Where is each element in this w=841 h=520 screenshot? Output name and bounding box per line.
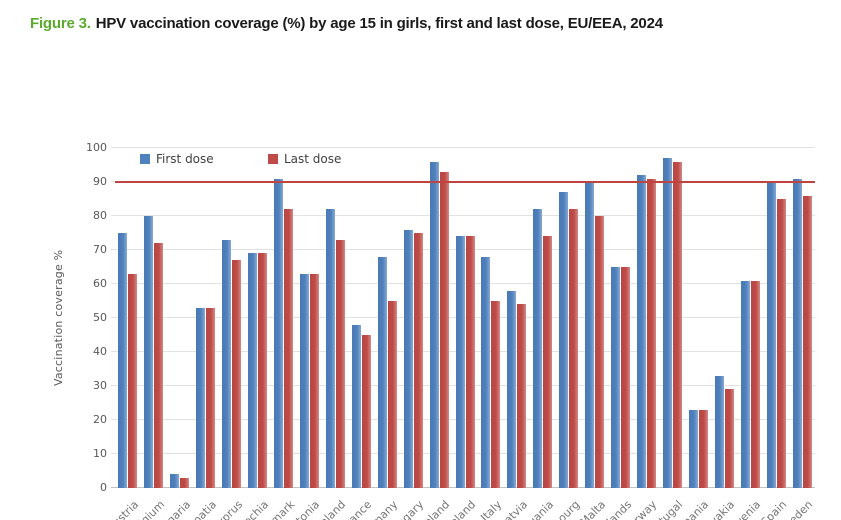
x-axis-category-labels: Austria Belgium Bulgaria Croatia Cyprus Czech… <box>104 490 815 520</box>
bar-first-dose-estonia <box>299 273 309 488</box>
bar-first-dose-cyprus <box>222 239 232 488</box>
bar-chart: Vaccination coverage % 0 10 20 30 40 50 60 70 80… <box>0 60 841 520</box>
legend-item-first-dose: First dose <box>140 152 214 166</box>
bar-first-dose-malta <box>585 182 595 488</box>
y-axis-tick-labels: 0 10 20 30 40 50 60 70 80 90 100 <box>0 141 107 494</box>
bar-last-dose-czechia <box>258 253 268 488</box>
bar-last-dose-italy <box>491 301 501 488</box>
bar-first-dose-finland <box>325 209 335 488</box>
bar-first-dose-portugal <box>662 158 672 488</box>
bar-last-dose-slovakia <box>724 389 734 488</box>
bar-last-dose-france <box>361 335 371 488</box>
y-tick-label-80: 80 <box>93 209 107 222</box>
bar-first-dose-the-netherlands <box>611 267 621 488</box>
gridline-100 <box>111 147 815 148</box>
y-tick-label-20: 20 <box>93 413 107 426</box>
y-tick-label-30: 30 <box>93 379 107 392</box>
y-tick-label-70: 70 <box>93 243 107 256</box>
bar-first-dose-austria <box>118 233 128 488</box>
bar-last-dose-malta <box>595 216 605 488</box>
bar-last-dose-latvia <box>517 304 527 488</box>
bar-last-dose-austria <box>128 273 138 488</box>
bar-last-dose-croatia <box>206 307 216 488</box>
bar-first-dose-belgium <box>144 216 154 488</box>
figure-number-label: Figure 3. <box>30 15 91 32</box>
bar-first-dose-czechia <box>248 253 258 488</box>
bar-first-dose-germany <box>377 256 387 488</box>
y-tick-label-100: 100 <box>86 141 107 154</box>
bar-last-dose-iceland <box>439 171 449 488</box>
y-tick-label-10: 10 <box>93 447 107 460</box>
bar-last-dose-sweden <box>802 195 812 488</box>
bar-last-dose-belgium <box>154 243 164 488</box>
bar-first-dose-romania <box>688 409 698 488</box>
bar-last-dose-germany <box>387 301 397 488</box>
legend-item-last-dose: Last dose <box>268 152 341 166</box>
bar-first-dose-luxembourg <box>559 192 569 488</box>
bar-first-dose-slovenia <box>740 280 750 488</box>
bar-last-dose-lithuania <box>543 236 553 488</box>
bar-last-dose-ireland <box>465 236 475 488</box>
bar-last-dose-hungary <box>413 233 423 488</box>
bar-first-dose-bulgaria <box>170 474 180 488</box>
figure-title-text: HPV vaccination coverage (%) by age 15 i… <box>95 15 663 32</box>
y-tick-label-0: 0 <box>100 481 107 494</box>
last-dose-swatch-icon <box>268 154 278 164</box>
bar-first-dose-denmark <box>274 178 284 488</box>
bar-first-dose-iceland <box>429 161 439 488</box>
gridline-80 <box>111 215 815 216</box>
bar-last-dose-cyprus <box>232 260 242 488</box>
bar-last-dose-the-netherlands <box>621 267 631 488</box>
first-dose-swatch-icon <box>140 154 150 164</box>
bar-first-dose-lithuania <box>533 209 543 488</box>
y-tick-label-40: 40 <box>93 345 107 358</box>
bar-first-dose-hungary <box>403 229 413 488</box>
bar-last-dose-romania <box>698 409 708 488</box>
bar-first-dose-spain <box>766 182 776 488</box>
bar-last-dose-spain <box>776 199 786 488</box>
bar-first-dose-slovakia <box>714 375 724 488</box>
bar-last-dose-finland <box>335 239 345 488</box>
bar-last-dose-luxembourg <box>569 209 579 488</box>
x-category-label-austria: Austria <box>104 498 142 520</box>
plot-area <box>111 147 815 488</box>
y-tick-label-90: 90 <box>93 175 107 188</box>
bar-last-dose-slovenia <box>750 280 760 488</box>
bar-last-dose-bulgaria <box>180 477 190 488</box>
bar-first-dose-latvia <box>507 290 517 488</box>
bar-last-dose-norway <box>646 178 656 488</box>
x-category-label-belgium: Belgium <box>125 498 168 520</box>
bar-first-dose-sweden <box>792 178 802 488</box>
chart-legend: First dose Last dose <box>115 152 815 168</box>
bar-first-dose-france <box>351 324 361 488</box>
bar-last-dose-denmark <box>284 209 294 488</box>
bar-first-dose-italy <box>481 256 491 488</box>
bar-first-dose-norway <box>636 175 646 488</box>
legend-label-first-dose: First dose <box>156 152 214 166</box>
legend-label-last-dose: Last dose <box>284 152 342 166</box>
bar-last-dose-estonia <box>309 273 319 488</box>
bar-first-dose-ireland <box>455 236 465 488</box>
y-tick-label-60: 60 <box>93 277 107 290</box>
y-tick-label-50: 50 <box>93 311 107 324</box>
bar-last-dose-portugal <box>672 161 682 488</box>
figure-title: Figure 3. HPV vaccination coverage (%) by… <box>30 15 820 32</box>
reference-line-90-percent <box>115 181 815 183</box>
bar-first-dose-croatia <box>196 307 206 488</box>
